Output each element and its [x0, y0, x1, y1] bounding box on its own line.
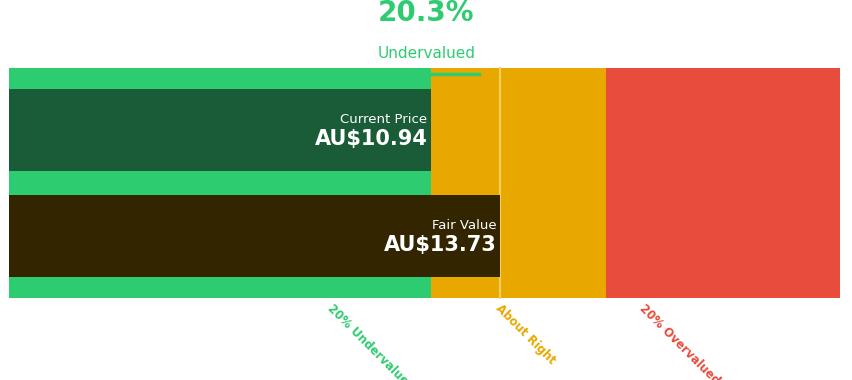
Text: 20% Undervalued: 20% Undervalued	[324, 302, 416, 380]
Text: 20% Overvalued: 20% Overvalued	[636, 302, 721, 380]
Text: AU$10.94: AU$10.94	[314, 128, 427, 149]
Text: AU$13.73: AU$13.73	[383, 234, 496, 255]
Text: About Right: About Right	[492, 302, 558, 367]
Text: Current Price: Current Price	[340, 113, 427, 126]
Text: Undervalued: Undervalued	[377, 46, 475, 61]
Text: Fair Value: Fair Value	[431, 219, 496, 232]
Text: 20.3%: 20.3%	[377, 0, 475, 27]
